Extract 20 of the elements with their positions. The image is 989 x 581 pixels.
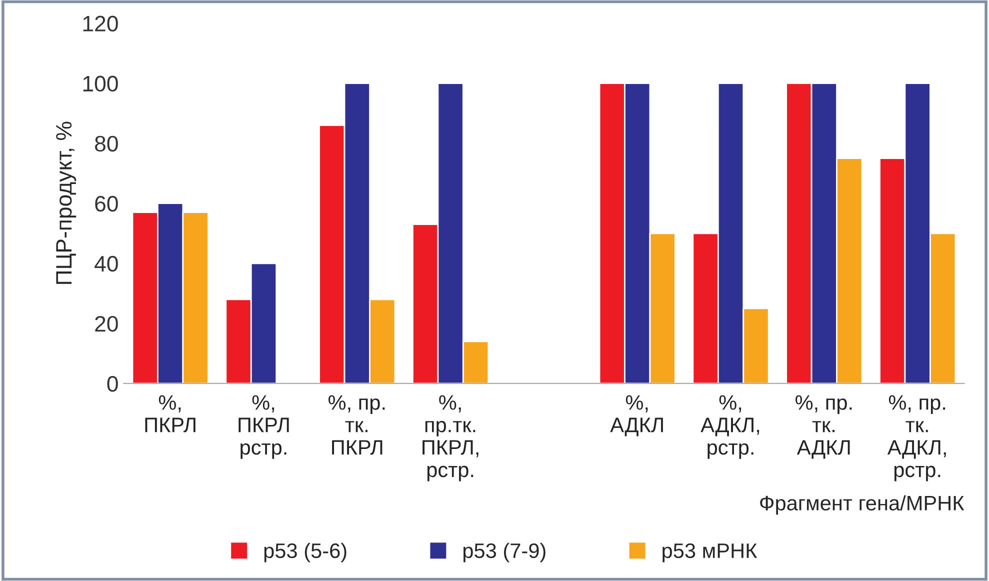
x-tick-label: %, пр.тк. ПКРЛ, рстр. bbox=[422, 395, 478, 482]
legend-label: p53 (5-6) bbox=[264, 542, 346, 562]
x-tick-label: %, пр. тк. АДКЛ bbox=[796, 395, 852, 459]
x-axis-title: Фрагмент гена/МРНК bbox=[760, 495, 964, 515]
y-tick-label: 0 bbox=[107, 376, 118, 392]
legend-label: p53 (7-9) bbox=[463, 542, 546, 562]
y-tick-label: 40 bbox=[94, 256, 118, 272]
y-tick-label: 80 bbox=[95, 136, 118, 152]
y-axis-title: ПЦР-продукт, % bbox=[56, 122, 76, 284]
x-tick-label: %, ПКРЛ рстр. bbox=[238, 395, 289, 459]
x-tick-label: %, ПКРЛ bbox=[145, 395, 196, 432]
x-tick-label: %, АДКЛ bbox=[610, 395, 663, 436]
x-tick-label: %, пр. тк. АДКЛ, рстр. bbox=[887, 395, 946, 482]
y-tick-label: 20 bbox=[95, 316, 118, 332]
y-tick-label: 100 bbox=[83, 76, 118, 92]
y-tick-label: 60 bbox=[95, 196, 118, 212]
x-tick-label: %, пр. тк. ПКРЛ bbox=[328, 395, 385, 455]
x-tick-label: %, АДКЛ, рстр. bbox=[700, 395, 760, 459]
legend-label: p53 мРНК bbox=[662, 543, 758, 562]
y-tick-label: 120 bbox=[83, 16, 118, 32]
